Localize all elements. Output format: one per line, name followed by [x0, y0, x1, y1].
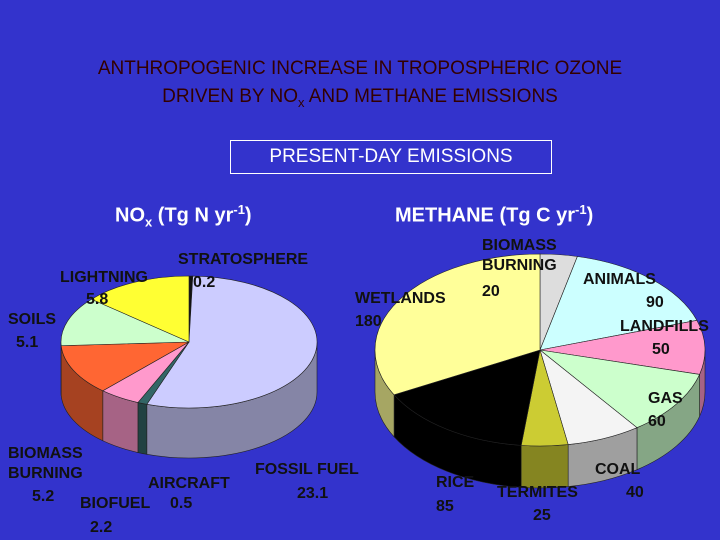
t-sup: -1 [575, 202, 587, 217]
slice-value: 20 [482, 283, 500, 300]
slice-value: 5.1 [16, 334, 39, 351]
slice-value: 60 [648, 413, 666, 430]
slice-label: SOILS [8, 311, 57, 328]
t: ) [244, 204, 252, 227]
slice-label: BIOMASS BURNING [8, 445, 83, 482]
slice-label: BIOFUEL [80, 495, 151, 512]
chart-title: NOx (Tg N yr-1) [115, 202, 252, 230]
slice-label: LIGHTNING [60, 269, 148, 286]
slice-value: 2.2 [90, 519, 113, 536]
slice-label: RICE [436, 474, 475, 491]
t: METHANE (Tg C yr [395, 204, 575, 227]
slice-label: STRATOSPHERE [178, 251, 309, 268]
slice-value: 50 [652, 341, 670, 358]
slice-value: 40 [626, 484, 644, 501]
chart-title: METHANE (Tg C yr-1) [395, 202, 593, 228]
t: ) [586, 204, 594, 227]
pie-slice [60, 298, 190, 346]
slice-label: ANIMALS [583, 271, 656, 288]
slice-value: 85 [436, 498, 454, 515]
t: NO [115, 204, 145, 227]
slice-value: 25 [533, 507, 551, 524]
pie-slice [146, 275, 318, 409]
pie-slice [539, 256, 698, 351]
slice-label: COAL [595, 461, 641, 478]
slice-label: GAS [648, 390, 683, 407]
title-sub: x [297, 94, 305, 110]
slice-label: WETLANDS [355, 290, 446, 307]
slice-label: TERMITES [497, 484, 578, 501]
title-text: ANTHROPOGENIC INCREASE IN TROPOSPHERIC O… [97, 58, 623, 79]
slice-value: 90 [646, 294, 664, 311]
subtitle: PRESENT-DAY EMISSIONS [230, 140, 552, 174]
t-sub: x [145, 214, 153, 230]
pie-slice [393, 349, 541, 446]
pie-slice [60, 341, 190, 392]
slice-label: FOSSIL FUEL [255, 461, 359, 478]
pie-slice [539, 319, 706, 375]
pie-side [137, 402, 148, 455]
slice-value: 180 [355, 313, 382, 330]
pie-slice [90, 275, 190, 343]
slice-label: AIRCRAFT [148, 475, 230, 492]
pie-slice [374, 253, 541, 396]
title-text: DRIVEN BY NO [162, 86, 298, 107]
slice-value: 5.2 [32, 488, 55, 505]
pie-side [520, 444, 569, 489]
slice-value: 23.1 [297, 485, 329, 502]
slice-value: 0.5 [170, 495, 193, 512]
title-text: AND METHANE EMISSIONS [304, 86, 558, 107]
t-sup: -1 [233, 202, 245, 217]
slice-label: BIOMASS BURNING [482, 237, 557, 274]
title: DRIVEN BY NOx AND METHANE EMISSIONS [0, 86, 720, 110]
title: ANTHROPOGENIC INCREASE IN TROPOSPHERIC O… [0, 58, 720, 80]
pie-slice [538, 349, 701, 429]
slice-value: 0.2 [193, 274, 216, 291]
slice-value: 5.8 [86, 291, 109, 308]
t: (Tg N yr [152, 204, 234, 227]
slice-label: LANDFILLS [620, 318, 709, 335]
